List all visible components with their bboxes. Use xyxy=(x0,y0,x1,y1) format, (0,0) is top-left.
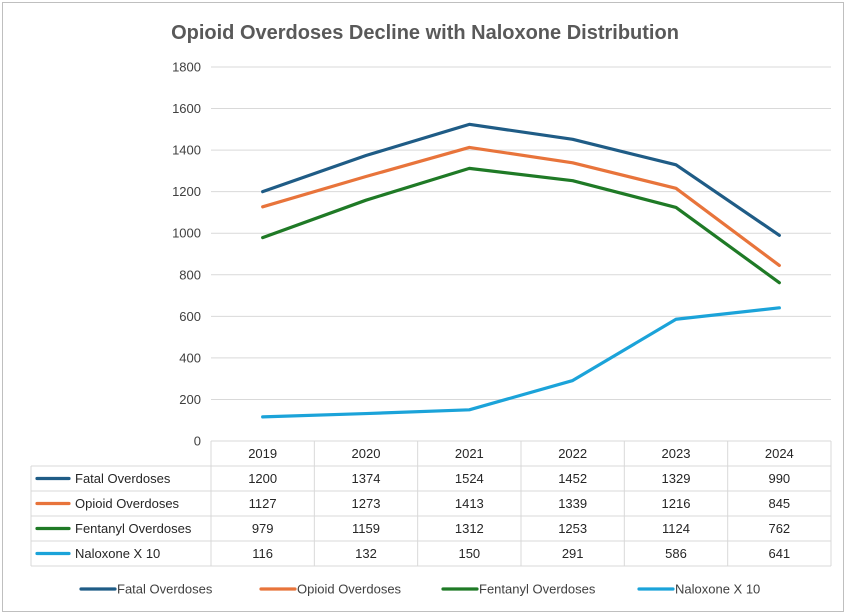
table-cell-value: 1159 xyxy=(352,521,380,536)
y-axis-ticks: 0 200 400 600 800 1000 1200 1400 1600 1800 xyxy=(172,60,201,449)
line-chart: Opioid Overdoses Decline with Naloxone D… xyxy=(30,22,832,597)
table-cell-value: 845 xyxy=(768,496,790,511)
x-category-label: 2020 xyxy=(352,446,381,461)
table-cell-value: 132 xyxy=(355,546,377,561)
table-cell-value: 1253 xyxy=(558,521,587,536)
table-cell-value: 1127 xyxy=(249,496,277,511)
table-cell-value: 762 xyxy=(768,521,790,536)
x-category-label: 2024 xyxy=(765,446,794,461)
y-tick-label: 200 xyxy=(179,392,201,407)
table-cell-value: 116 xyxy=(252,546,273,561)
table-cell-value: 1312 xyxy=(455,521,484,536)
legend-label: Fentanyl Overdoses xyxy=(479,582,596,597)
table-series-name: Fentanyl Overdoses xyxy=(75,521,192,536)
series-lines xyxy=(261,122,781,419)
y-tick-label: 400 xyxy=(179,350,201,365)
y-tick-label: 1800 xyxy=(172,60,201,75)
x-category-label: 2021 xyxy=(455,446,484,461)
table-cell-value: 979 xyxy=(252,521,274,536)
table-cell-value: 1452 xyxy=(558,471,587,486)
y-tick-label: 800 xyxy=(179,267,201,282)
series-line xyxy=(261,166,781,285)
x-category-label: 2022 xyxy=(558,446,587,461)
y-tick-label: 1000 xyxy=(172,226,201,241)
data-table: 2019 2020 2021 2022 2023 2024 Fatal Overdoses 1… xyxy=(30,440,832,567)
table-cell-value: 1339 xyxy=(558,496,587,511)
x-category-label: 2023 xyxy=(662,446,691,461)
y-tick-label: 600 xyxy=(179,309,201,324)
table-cell-value: 150 xyxy=(458,546,480,561)
table-cell-value: 1329 xyxy=(662,471,691,486)
table-cell-value: 586 xyxy=(665,546,687,561)
table-cell-value: 1413 xyxy=(455,496,484,511)
table-cell-value: 291 xyxy=(562,546,584,561)
table-cell-value: 1374 xyxy=(352,471,381,486)
legend-label: Opioid Overdoses xyxy=(297,582,402,597)
table-cell-value: 1124 xyxy=(662,521,690,536)
series-line xyxy=(261,306,781,419)
table-cell-value: 1524 xyxy=(455,471,484,486)
y-tick-label: 0 xyxy=(194,434,201,449)
table-cell-value: 1216 xyxy=(662,496,691,511)
table-series-name: Fatal Overdoses xyxy=(75,471,171,486)
y-tick-label: 1400 xyxy=(172,143,201,158)
table-cell-value: 1200 xyxy=(248,471,277,486)
table-series-name: Opioid Overdoses xyxy=(75,496,180,511)
table-cell-value: 990 xyxy=(768,471,790,486)
series-line xyxy=(261,122,781,237)
y-tick-label: 1200 xyxy=(172,184,201,199)
chart-title: Opioid Overdoses Decline with Naloxone D… xyxy=(171,22,679,44)
table-series-name: Naloxone X 10 xyxy=(75,546,160,561)
table-cell-value: 641 xyxy=(768,546,790,561)
legend: Fatal Overdoses Opioid Overdoses Fentanyl … xyxy=(79,582,760,597)
x-category-label: 2019 xyxy=(248,446,277,461)
table-cell-value: 1273 xyxy=(352,496,381,511)
legend-label: Naloxone X 10 xyxy=(675,582,760,597)
series-line xyxy=(261,145,781,268)
legend-label: Fatal Overdoses xyxy=(117,582,213,597)
y-tick-label: 1600 xyxy=(172,101,201,116)
